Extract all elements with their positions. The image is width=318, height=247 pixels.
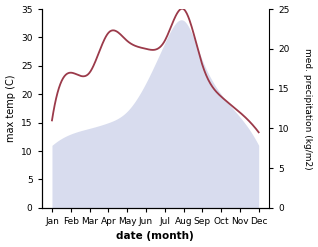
Y-axis label: max temp (C): max temp (C) bbox=[5, 75, 16, 142]
X-axis label: date (month): date (month) bbox=[116, 231, 194, 242]
Y-axis label: med. precipitation (kg/m2): med. precipitation (kg/m2) bbox=[303, 48, 313, 169]
